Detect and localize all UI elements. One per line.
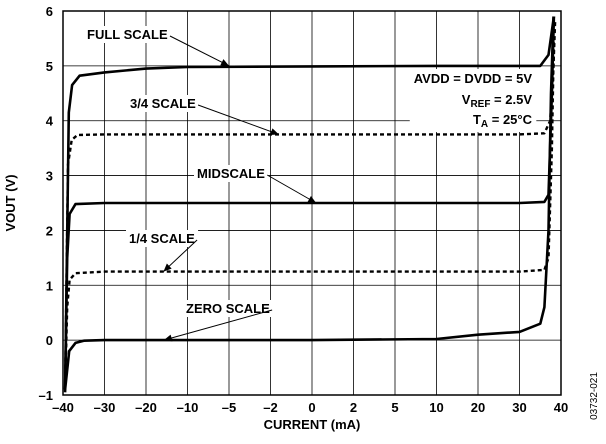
annotation-zero-scale: ZERO SCALE	[163, 300, 274, 342]
x-tick-label: 10	[429, 400, 443, 415]
annotation-leader	[169, 35, 230, 67]
annotation-arrowhead	[307, 195, 317, 203]
annotation-label: 1/4 SCALE	[129, 231, 195, 246]
x-tick-label: 0	[308, 400, 315, 415]
y-tick-label: 3	[46, 169, 53, 184]
temp-subscript: A	[481, 119, 488, 130]
annotation-label: MIDSCALE	[197, 166, 265, 181]
y-tick-label: 1	[46, 278, 53, 293]
annotation-arrowhead	[220, 59, 229, 66]
condition-supply: AVDD = DVDD = 5V	[414, 71, 533, 86]
x-tick-label: 20	[471, 400, 485, 415]
series-line-zero-scale	[63, 16, 555, 390]
y-tick-label: 6	[46, 4, 53, 19]
x-tick-label: –30	[94, 400, 116, 415]
condition-vref: VREF = 2.5V	[462, 92, 533, 110]
annotation-3-4-scale: 3/4 SCALE	[127, 95, 279, 135]
x-tick-label: –20	[135, 400, 157, 415]
x-tick-label: –2	[263, 400, 277, 415]
x-tick-label: 2	[350, 400, 357, 415]
y-tick-label: –1	[39, 388, 53, 403]
y-tick-label: 5	[46, 59, 53, 74]
vref-symbol: V	[462, 92, 471, 107]
annotation-arrowhead	[163, 334, 173, 342]
series-annotations: FULL SCALE 3/4 SCALE MIDSCALE 1/4 SCALE ZERO…	[84, 26, 317, 342]
y-tick-label: 0	[46, 333, 53, 348]
x-tick-label: 30	[512, 400, 526, 415]
conditions-background	[409, 69, 537, 132]
annotation-label-background	[127, 95, 200, 112]
annotation-1-4-scale: 1/4 SCALE	[126, 230, 199, 272]
annotation-label-background	[84, 26, 171, 43]
vref-subscript: REF	[470, 99, 490, 110]
annotation-label-background	[194, 165, 269, 182]
annotation-label: FULL SCALE	[87, 27, 168, 42]
annotation-label: ZERO SCALE	[186, 301, 270, 316]
series-lines	[63, 16, 557, 393]
y-tick-label: 2	[46, 223, 53, 238]
annotation-arrowhead	[270, 128, 279, 135]
series-line-full-scale	[63, 16, 556, 393]
annotation-full-scale: FULL SCALE	[84, 26, 230, 67]
y-axis-title: VOUT (V)	[3, 174, 18, 231]
annotation-midscale: MIDSCALE	[194, 165, 317, 204]
x-tick-label: –40	[52, 400, 74, 415]
y-tick-labels: –1 0 1 2 3 4 5 6	[39, 4, 54, 403]
x-tick-label: –5	[222, 400, 236, 415]
x-tick-labels: –40 –30 –20 –10 –5 –2 0 2 5 10 20 30 40	[52, 400, 568, 415]
annotation-label: 3/4 SCALE	[130, 96, 196, 111]
x-tick-label: 5	[391, 400, 398, 415]
vref-value: = 2.5V	[490, 92, 532, 107]
test-conditions: AVDD = DVDD = 5V VREF = 2.5V TA = 25°C	[409, 69, 537, 132]
annotation-leader	[266, 174, 317, 204]
x-axis-title: CURRENT (mA)	[264, 417, 361, 432]
condition-temperature: TA = 25°C	[473, 112, 533, 130]
y-tick-label: 4	[46, 114, 54, 129]
annotation-leader	[163, 309, 273, 341]
temp-value: = 25°C	[488, 112, 532, 127]
x-tick-label: 40	[554, 400, 568, 415]
figure-id: 03732-021	[589, 372, 600, 420]
annotation-leader	[197, 104, 279, 135]
annotation-arrowhead	[163, 263, 172, 272]
plot-frame	[62, 10, 562, 396]
annotation-label-background	[183, 300, 274, 317]
annotation-label-background	[126, 230, 199, 247]
temp-symbol: T	[473, 112, 481, 127]
x-tick-label: –10	[177, 400, 199, 415]
